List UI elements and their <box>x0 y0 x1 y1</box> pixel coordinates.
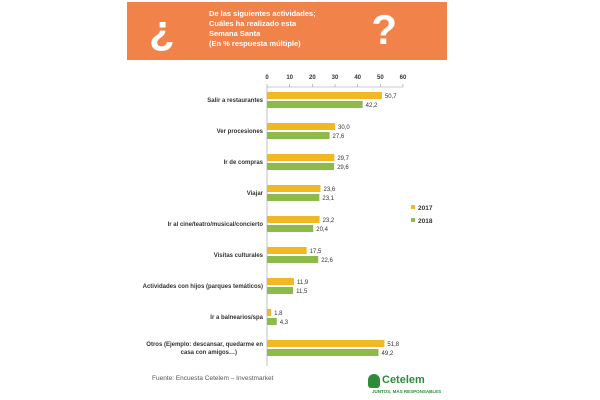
data-label-2017: 11,9 <box>297 280 309 286</box>
data-label-2018: 11,5 <box>296 289 308 295</box>
category-label: Viajar <box>247 191 264 197</box>
category-label: Ir de compras <box>224 160 264 166</box>
bar-2018 <box>267 101 363 108</box>
category-label: Visitas culturales <box>214 253 264 259</box>
data-label-2017: 1,8 <box>274 311 283 317</box>
title-line: De las siguientes actividades; <box>209 9 316 18</box>
logo-tagline: JUNTOS, MÁS RESPONSABLES <box>372 389 442 394</box>
data-label-2018: 20,4 <box>316 227 328 233</box>
bar-2018 <box>267 132 330 139</box>
bar-2018 <box>267 225 314 232</box>
legend-swatch-2017 <box>411 205 415 209</box>
bar-2017 <box>267 309 272 316</box>
source-note: Fuente: Encuesta Cetelem – Investmarket <box>152 375 274 382</box>
category-label: Ir al cine/teatro/musical/concierto <box>168 222 264 228</box>
legend-swatch-2018 <box>411 218 415 222</box>
data-label-2017: 50,7 <box>385 94 397 100</box>
category-label: Ir a balnearios/spa <box>210 315 263 321</box>
data-label-2017: 17,5 <box>310 249 322 255</box>
logo-name: Cetelem <box>382 374 425 386</box>
title-line: Cuáles ha realizado esta <box>209 19 297 28</box>
category-label: Ver procesiones <box>217 129 264 135</box>
bar-2018 <box>267 287 294 294</box>
bar-2018 <box>267 163 335 170</box>
data-label-2017: 23,6 <box>323 187 335 193</box>
bar-2018 <box>267 256 319 263</box>
title-banner: ¿ De las siguientes actividades; Cuáles … <box>127 2 447 60</box>
data-label-2018: 23,1 <box>322 196 334 202</box>
data-label-2018: 22,6 <box>321 258 333 264</box>
x-tick-label: 30 <box>332 75 339 81</box>
category-label: Salir a restaurantes <box>207 98 263 104</box>
bar-2017 <box>267 278 294 285</box>
data-label-2018: 4,3 <box>280 320 289 326</box>
bar-2018 <box>267 349 379 356</box>
bar-2017 <box>267 216 320 223</box>
bar-2017 <box>267 154 335 161</box>
bar-2017 <box>267 92 382 99</box>
question-open-mark: ¿ <box>149 6 175 53</box>
logo-mark-icon <box>368 374 380 388</box>
x-tick-label: 20 <box>309 75 316 81</box>
x-tick-label: 40 <box>354 75 361 81</box>
bar-2017 <box>267 123 335 130</box>
legend-label-2017: 2017 <box>418 205 433 212</box>
bar-2018 <box>267 318 277 325</box>
category-label: Otros (Ejemplo: descansar, quedarme en <box>146 342 263 348</box>
data-label-2018: 42,2 <box>366 103 378 109</box>
chart-title: De las siguientes actividades; Cuáles ha… <box>209 9 384 49</box>
data-label-2017: 30,0 <box>338 125 350 131</box>
bar-2018 <box>267 194 320 201</box>
data-label-2018: 49,2 <box>382 351 394 357</box>
question-close-mark: ? <box>371 6 397 53</box>
cetelem-logo: Cetelem JUNTOS, MÁS RESPONSABLES <box>368 372 442 398</box>
x-tick-label: 0 <box>265 75 269 81</box>
data-label-2017: 23,2 <box>323 218 335 224</box>
bar-2017 <box>267 340 385 347</box>
data-label-2018: 27,6 <box>333 134 345 140</box>
title-line: (En % respuesta múltiple) <box>209 39 301 48</box>
x-tick-label: 10 <box>286 75 293 81</box>
x-tick-label: 50 <box>377 75 384 81</box>
category-label: casa con amigos…) <box>181 350 237 356</box>
data-label-2017: 51,8 <box>387 342 399 348</box>
x-tick-label: 60 <box>400 75 407 81</box>
bar-2017 <box>267 247 307 254</box>
bar-2017 <box>267 185 321 192</box>
category-label: Actividades con hijos (parques temáticos… <box>143 284 263 290</box>
title-line: Semana Santa <box>209 29 261 38</box>
data-label-2017: 29,7 <box>337 156 349 162</box>
legend-label-2018: 2018 <box>418 218 433 225</box>
data-label-2018: 29,6 <box>337 165 349 171</box>
